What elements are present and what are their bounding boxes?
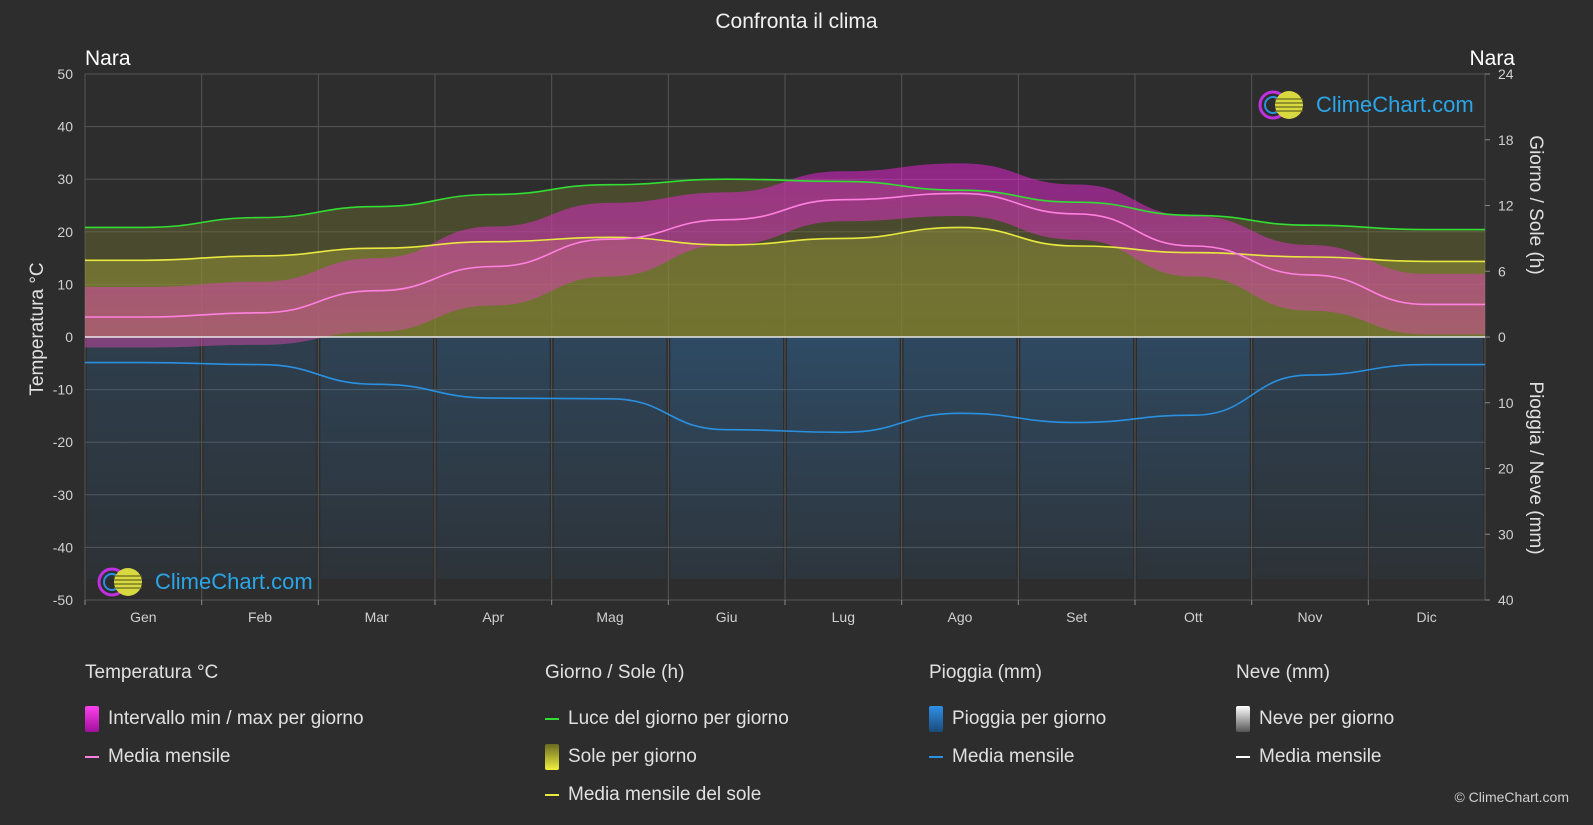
logo-bottom: ClimeChart.com bbox=[95, 565, 313, 599]
y-left-tick-label: -10 bbox=[53, 382, 73, 398]
rain-column bbox=[203, 337, 317, 579]
legend-temperature: Temperatura °C Intervallo min / max per … bbox=[85, 662, 364, 776]
copyright: © ClimeChart.com bbox=[1454, 789, 1569, 805]
rain-swatch-icon bbox=[929, 706, 943, 732]
rain-column bbox=[1370, 337, 1483, 579]
y-left-tick-label: 20 bbox=[57, 224, 73, 240]
legend-label: Media mensile bbox=[108, 746, 231, 767]
y-left-tick-label: -30 bbox=[53, 487, 73, 503]
x-tick-label: Nov bbox=[1298, 609, 1323, 625]
logo-top: ClimeChart.com bbox=[1256, 88, 1474, 122]
y-right-bottom-axis-title: Pioggia / Neve (mm) bbox=[1525, 381, 1546, 554]
y-left-tick-label: 50 bbox=[57, 66, 73, 82]
x-tick-label: Set bbox=[1066, 609, 1087, 625]
y-right-tick-label: 12 bbox=[1498, 198, 1514, 214]
y-right-tick-label: 30 bbox=[1498, 526, 1514, 542]
legend-snow: Neve (mm) Neve per giorno Media mensile bbox=[1236, 662, 1394, 776]
y-left-tick-label: -40 bbox=[53, 539, 73, 555]
logo-text-bottom: ClimeChart.com bbox=[155, 569, 313, 594]
plot-area bbox=[85, 163, 1485, 579]
y-left-axis-title: Temperatura °C bbox=[27, 262, 48, 395]
temp-range-swatch-icon bbox=[85, 706, 99, 732]
daylight-swatch-icon bbox=[545, 718, 559, 720]
legend-label: Media mensile bbox=[1259, 746, 1382, 767]
climechart-logo-icon bbox=[1258, 90, 1303, 120]
rain-column bbox=[320, 337, 433, 579]
snow-swatch-icon bbox=[1236, 706, 1250, 732]
legend-item: Sole per giorno bbox=[545, 738, 789, 776]
legend-item: Intervallo min / max per giorno bbox=[85, 700, 364, 738]
y-left-tick-label: 0 bbox=[65, 329, 73, 345]
legend-label: Neve per giorno bbox=[1259, 708, 1395, 729]
x-tick-label: Lug bbox=[832, 609, 855, 625]
sun-mean-line bbox=[85, 226, 1485, 263]
x-tick-label: Giu bbox=[716, 609, 738, 625]
y-left-tick-label: 40 bbox=[57, 119, 73, 135]
sun-mean-swatch-icon bbox=[545, 794, 559, 796]
legend-title: Pioggia (mm) bbox=[929, 662, 1042, 683]
legend-item: Media mensile bbox=[85, 738, 364, 776]
x-tick-label: Apr bbox=[482, 609, 504, 625]
y-left-tick-label: 10 bbox=[57, 276, 73, 292]
daylight-line bbox=[85, 178, 1485, 231]
rain-column bbox=[1137, 337, 1250, 579]
y-left-tick-label: -20 bbox=[53, 434, 73, 450]
legend-item: Media mensile bbox=[1236, 738, 1394, 776]
rain-column bbox=[1253, 337, 1367, 579]
x-tick-label: Gen bbox=[130, 609, 156, 625]
legend-title: Neve (mm) bbox=[1236, 662, 1330, 683]
y-right-tick-label: 10 bbox=[1498, 395, 1514, 411]
rain-column bbox=[87, 337, 200, 579]
rain-column bbox=[670, 337, 783, 579]
x-tick-label: Feb bbox=[248, 609, 272, 625]
legend-title: Giorno / Sole (h) bbox=[545, 662, 685, 683]
climechart-logo-icon bbox=[97, 567, 142, 597]
x-tick-label: Mag bbox=[596, 609, 623, 625]
chart-title: Confronta il clima bbox=[715, 10, 878, 33]
y-right-tick-label: 6 bbox=[1498, 263, 1506, 279]
y-right-top-axis-title: Giorno / Sole (h) bbox=[1525, 135, 1546, 274]
y-left-tick-label: 30 bbox=[57, 171, 73, 187]
legend-label: Media mensile bbox=[952, 746, 1075, 767]
legend-title: Temperatura °C bbox=[85, 662, 219, 683]
rain-column bbox=[437, 337, 550, 579]
rain-column bbox=[787, 337, 900, 579]
legend-item: Luce del giorno per giorno bbox=[545, 700, 789, 738]
y-right-tick-label: 20 bbox=[1498, 461, 1514, 477]
x-tick-label: Ott bbox=[1184, 609, 1203, 625]
logo-text-top: ClimeChart.com bbox=[1316, 92, 1474, 117]
legend-item: Media mensile bbox=[929, 738, 1106, 776]
snow-mean-swatch-icon bbox=[1236, 756, 1250, 758]
legend-rain: Pioggia (mm) Pioggia per giorno Media me… bbox=[929, 662, 1106, 776]
temp-mean-swatch-icon bbox=[85, 756, 99, 758]
x-tick-label: Ago bbox=[948, 609, 973, 625]
legend-label: Sole per giorno bbox=[568, 746, 697, 767]
legend-item: Media mensile del sole bbox=[545, 776, 789, 814]
rain-column bbox=[1020, 337, 1133, 579]
rain-column bbox=[903, 337, 1017, 579]
y-right-tick-label: 18 bbox=[1498, 132, 1514, 148]
y-right-tick-label: 24 bbox=[1498, 66, 1514, 82]
temp-mean-line bbox=[85, 192, 1485, 318]
y-right-tick-label: 40 bbox=[1498, 592, 1514, 608]
legend-item: Neve per giorno bbox=[1236, 700, 1394, 738]
legend-label: Pioggia per giorno bbox=[952, 708, 1107, 729]
legend-label: Intervallo min / max per giorno bbox=[108, 708, 364, 729]
x-tick-label: Mar bbox=[365, 609, 389, 625]
axes: Gen Feb Mar Apr Mag Giu Lug Ago Set Ott Nov Dic 50 40… bbox=[27, 66, 1546, 625]
location-right: Nara bbox=[1469, 47, 1515, 70]
sun-swatch-icon bbox=[545, 744, 559, 770]
rain-column bbox=[553, 337, 667, 579]
legend-item: Pioggia per giorno bbox=[929, 700, 1106, 738]
location-left: Nara bbox=[85, 47, 131, 70]
y-right-tick-label: 0 bbox=[1498, 329, 1506, 345]
rain-mean-line bbox=[85, 361, 1485, 434]
y-left-tick-label: -50 bbox=[53, 592, 73, 608]
legend-sun: Giorno / Sole (h) Luce del giorno per gi… bbox=[545, 662, 789, 814]
x-tick-label: Dic bbox=[1417, 609, 1437, 625]
rain-mean-swatch-icon bbox=[929, 756, 943, 758]
legend-label: Media mensile del sole bbox=[568, 784, 762, 805]
legend-label: Luce del giorno per giorno bbox=[568, 708, 789, 729]
